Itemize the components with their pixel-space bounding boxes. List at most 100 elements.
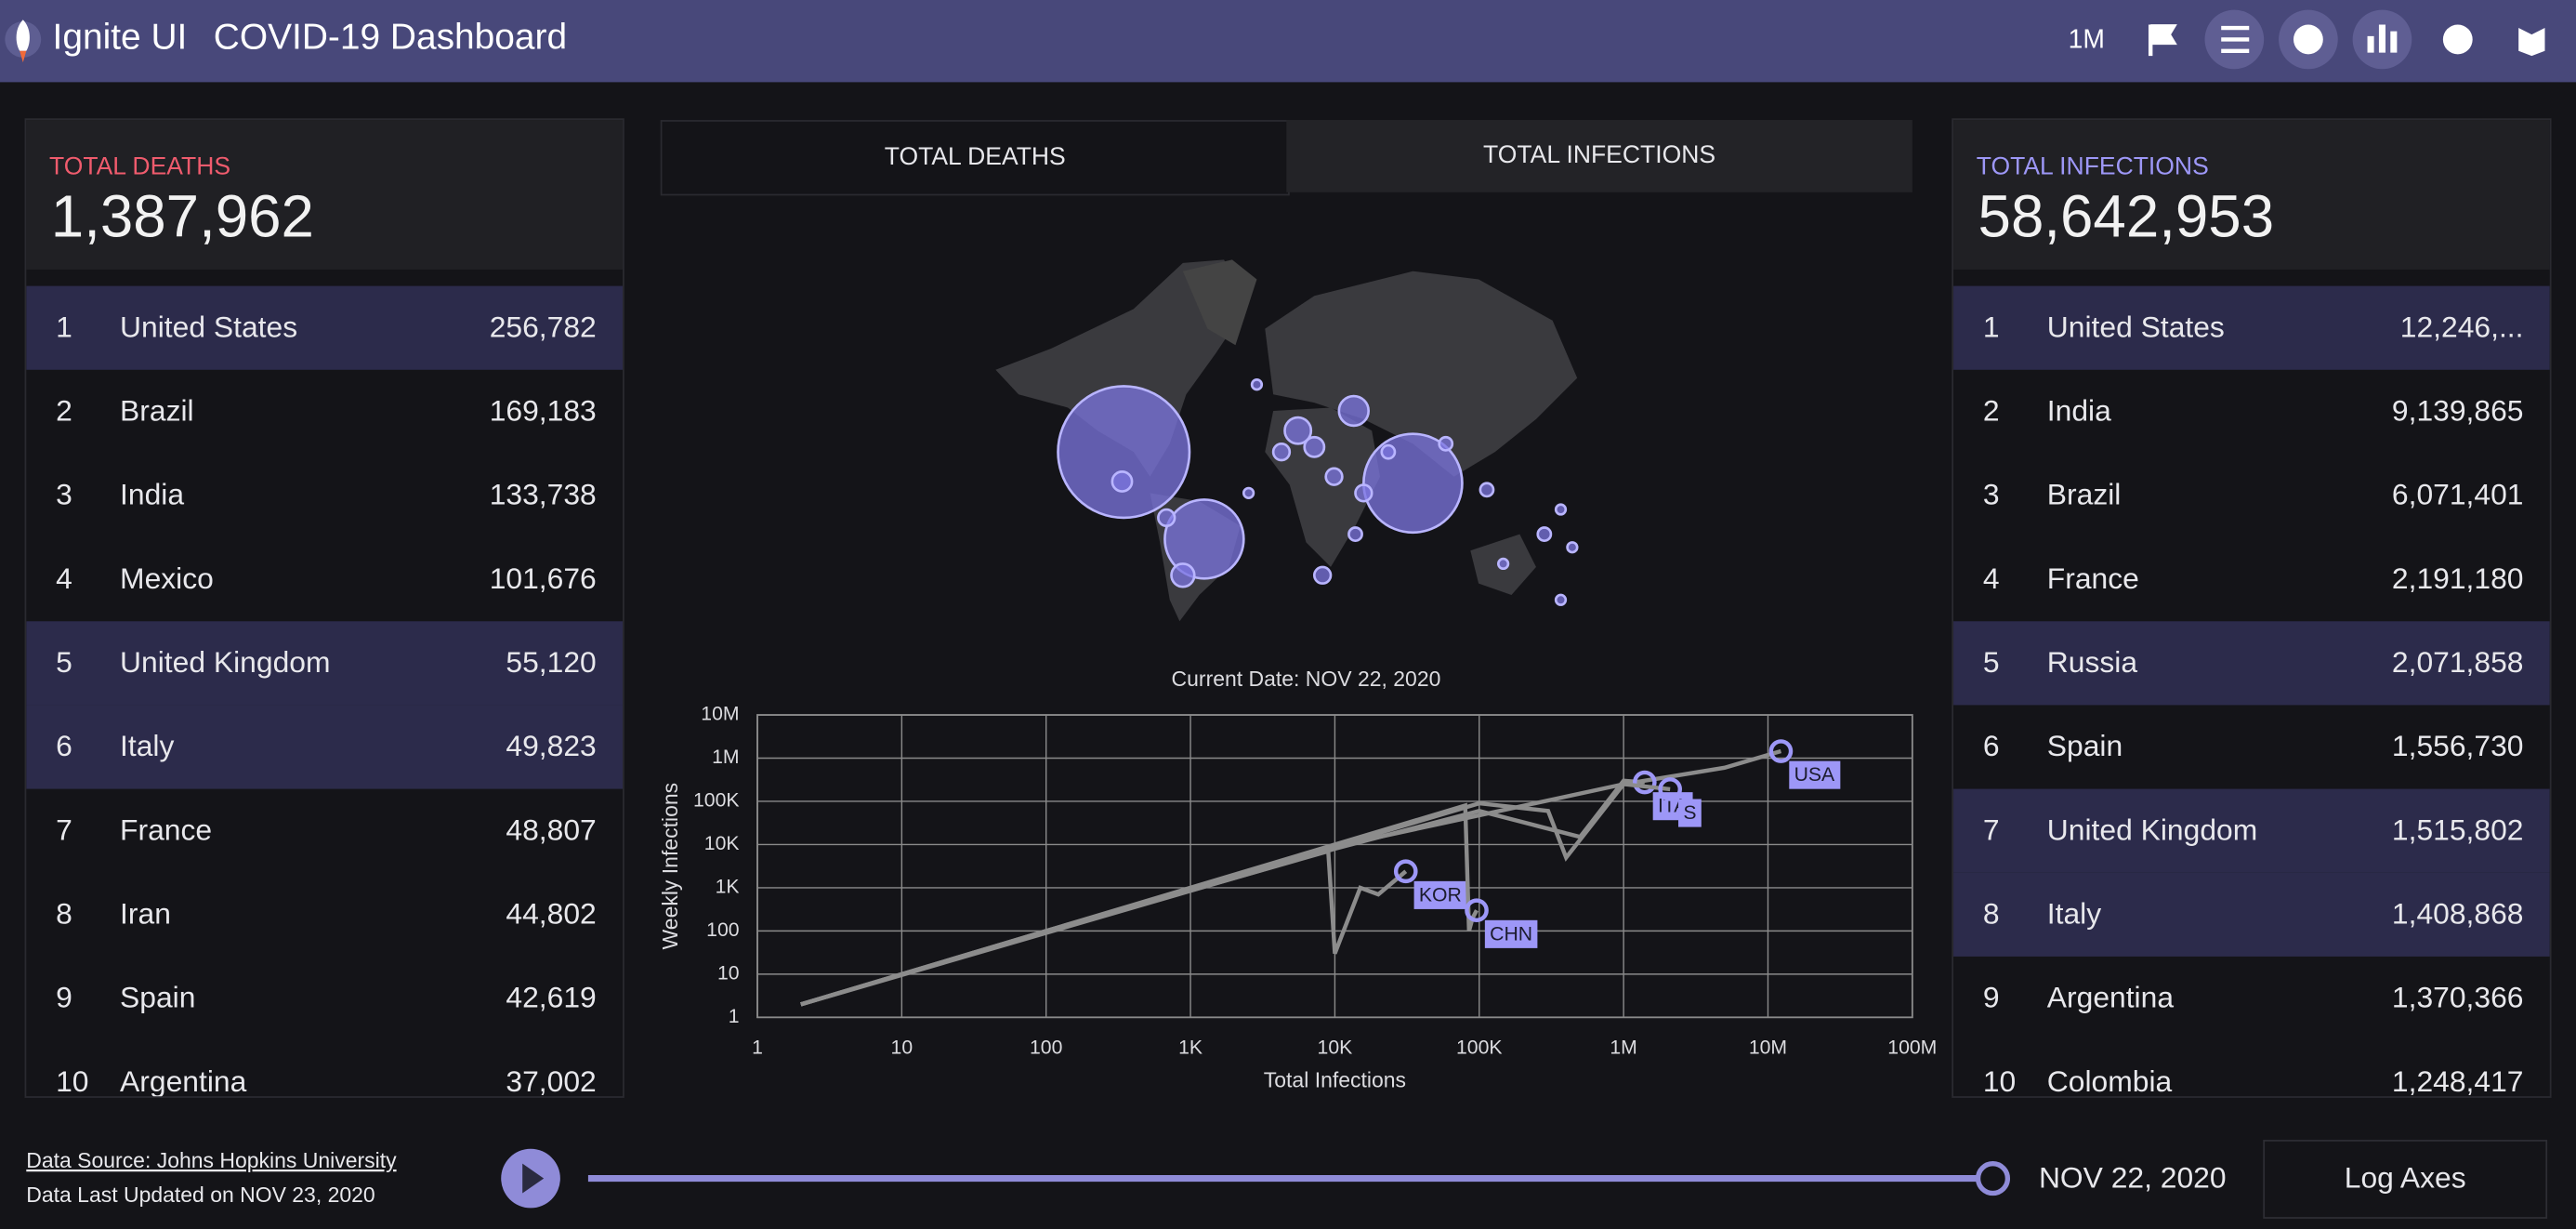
x-tick-label: 10K: [1318, 1037, 1353, 1059]
deaths-label: TOTAL DEATHS: [49, 152, 231, 181]
series-label-box: [1484, 919, 1538, 948]
map-bubbles[interactable]: [1057, 378, 1579, 606]
log-axes-button[interactable]: [2263, 1140, 2548, 1219]
tab[interactable]: TOTAL INFECTIONS: [1286, 120, 1912, 192]
row-rank: 2: [1982, 394, 2000, 428]
row-country: United Kingdom: [120, 645, 331, 680]
country-row[interactable]: 9 Argentina 1,370,366: [1953, 957, 2550, 1040]
x-axis-label: Total Infections: [1264, 1067, 1406, 1091]
infections-list: 1 United States 12,246,... 2 India 9,139,865 3…: [1953, 285, 2550, 1098]
row-rank: 4: [1982, 562, 2000, 595]
chart-title: Current Date: NOV 22, 2020: [1172, 667, 1441, 691]
country-row[interactable]: 4 Mexico 101,676: [26, 537, 623, 621]
header-bar: Ignite UI COVID-19 Dashboard 1M: [5, 9, 2545, 70]
country-row[interactable]: 8 Italy 1,408,868: [1953, 872, 2550, 957]
y-tick-label: 10: [717, 962, 740, 984]
tab[interactable]: TOTAL DEATHS: [660, 120, 1290, 196]
y-axis-label: Weekly Infections: [658, 783, 682, 950]
country-row[interactable]: 6 Spain 1,556,730: [1953, 705, 2550, 788]
row-value: 49,823: [506, 729, 597, 763]
row-value: 101,676: [489, 562, 597, 595]
data-source-link[interactable]: Data Source: Johns Hopkins University: [26, 1148, 397, 1172]
row-country: Spain: [2046, 729, 2123, 763]
series-label-box: [1413, 880, 1467, 909]
country-row[interactable]: 9 Spain 42,619: [26, 957, 623, 1040]
series-end-marker: [1465, 898, 1489, 923]
infections-summary: TOTAL INFECTIONS 58,642,953: [1953, 120, 2550, 270]
row-rank: 1: [1982, 311, 2000, 344]
row-rank: 3: [56, 478, 72, 511]
theme-button[interactable]: [2442, 24, 2473, 55]
row-value: 133,738: [489, 478, 597, 511]
row-rank: 5: [1982, 645, 2000, 680]
row-rank: 10: [1982, 1064, 2017, 1098]
row-rank: 5: [56, 645, 72, 680]
country-row[interactable]: 2 India 9,139,865: [1953, 370, 2550, 454]
country-row[interactable]: 2 Brazil 169,183: [26, 370, 623, 454]
row-country: Argentina: [120, 1064, 247, 1098]
country-row[interactable]: 5 Russia 2,071,858: [1953, 621, 2550, 706]
row-rank: 8: [1982, 897, 2000, 931]
log-axes-label[interactable]: Log Axes: [2345, 1161, 2466, 1195]
series-label-box: [1789, 760, 1841, 789]
info-button[interactable]: [2518, 28, 2545, 57]
row-value: 44,802: [506, 897, 597, 931]
brand: Ignite UI: [53, 18, 188, 58]
row-country: France: [2046, 562, 2139, 595]
row-rank: 2: [56, 394, 72, 428]
row-country: Brazil: [120, 394, 194, 428]
row-value: 1,556,730: [2391, 729, 2524, 763]
y-tick-label: 1M: [712, 747, 739, 768]
country-row[interactable]: 3 India 133,738: [26, 454, 623, 537]
country-row[interactable]: 8 Iran 44,802: [26, 873, 623, 957]
y-tick-label: 1K: [716, 877, 740, 898]
infections-panel: TOTAL INFECTIONS 58,642,953 1 United Stat…: [1952, 118, 2552, 1098]
row-country: Brazil: [2046, 478, 2122, 511]
country-row[interactable]: 7 United Kingdom 1,515,802: [1953, 788, 2550, 873]
row-rank: 9: [1982, 981, 2000, 1014]
y-tick-label: 1: [729, 1006, 740, 1027]
country-row[interactable]: 6 Italy 49,823: [26, 705, 624, 789]
row-value: 6,071,401: [2391, 478, 2524, 511]
country-row[interactable]: 5 United Kingdom 55,120: [26, 621, 624, 706]
row-value: 12,246,...: [2399, 311, 2524, 344]
world-map[interactable]: [995, 259, 1578, 622]
row-country: Mexico: [120, 562, 214, 595]
x-tick-label: 10M: [1749, 1037, 1787, 1059]
country-row[interactable]: 10 Colombia 1,248,417: [1953, 1040, 2550, 1098]
x-tick-label: 1K: [1178, 1037, 1203, 1059]
row-country: Argentina: [2046, 981, 2175, 1014]
series-end-marker: [1658, 777, 1683, 801]
scale-button[interactable]: 1M: [2069, 24, 2105, 54]
country-row[interactable]: 1 United States 12,246,...: [1953, 285, 2550, 370]
row-value: 2,191,180: [2391, 562, 2524, 595]
country-row[interactable]: 10 Argentina 37,002: [26, 1040, 623, 1098]
row-rank: 9: [56, 981, 72, 1014]
row-country: Russia: [2046, 645, 2138, 680]
row-country: Italy: [120, 729, 175, 763]
country-row[interactable]: 7 France 48,807: [26, 789, 623, 873]
row-country: United States: [120, 311, 298, 344]
country-row[interactable]: 1 United States 256,782: [26, 285, 624, 370]
x-tick-label: 100M: [1887, 1037, 1937, 1059]
deaths-panel: TOTAL DEATHS 1,387,962 1 United States 256…: [24, 118, 624, 1098]
flag-button[interactable]: [2148, 24, 2177, 57]
series-line: [800, 778, 1645, 1007]
series-label-box: [1678, 799, 1702, 827]
slider-thumb[interactable]: [1975, 1161, 2011, 1196]
country-row[interactable]: 4 France 2,191,180: [1953, 537, 2550, 621]
row-rank: 6: [1982, 729, 2000, 763]
x-tick-label: 1: [752, 1037, 763, 1059]
row-rank: 10: [56, 1064, 89, 1098]
series-label: CHN: [1490, 923, 1532, 945]
row-country: India: [120, 478, 185, 511]
country-row[interactable]: 3 Brazil 6,071,401: [1953, 454, 2550, 537]
row-value: 37,002: [506, 1064, 597, 1098]
x-tick-label: 10: [891, 1037, 913, 1059]
row-value: 2,071,858: [2391, 645, 2524, 680]
row-country: Colombia: [2046, 1064, 2173, 1098]
row-country: United Kingdom: [2046, 813, 2258, 847]
series-label: USA: [1794, 764, 1835, 786]
